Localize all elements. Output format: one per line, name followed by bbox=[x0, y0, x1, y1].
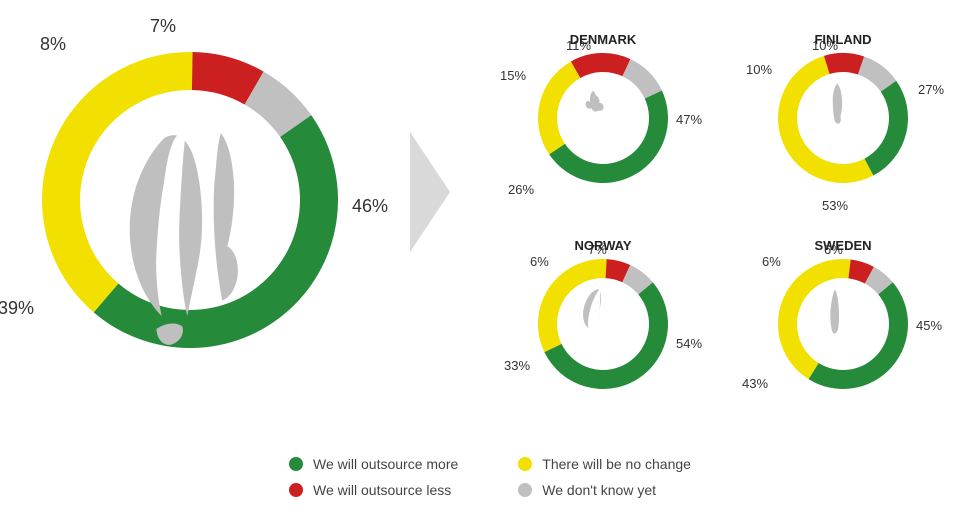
pct-label-dk: 7% bbox=[150, 16, 176, 37]
chart-title: SWEDEN bbox=[814, 238, 871, 253]
legend-item-more: We will outsource more bbox=[289, 456, 458, 472]
sweden-map-icon bbox=[830, 290, 839, 334]
norway-map-icon bbox=[583, 289, 601, 328]
legend-dot-less bbox=[289, 483, 303, 497]
denmark-map-icon bbox=[586, 91, 604, 112]
donut-segment-less bbox=[824, 53, 864, 75]
chart-title: FINLAND bbox=[814, 32, 871, 47]
pct-label-nochg: 33% bbox=[504, 358, 530, 373]
chart-title: DENMARK bbox=[570, 32, 636, 47]
donut-segment-more bbox=[864, 81, 908, 176]
pct-label-less: 6% bbox=[762, 254, 781, 269]
donut-segment-nochg bbox=[778, 259, 851, 379]
donut-segment-dk bbox=[622, 59, 661, 98]
legend-label-less: We will outsource less bbox=[313, 482, 451, 498]
donut-segment-more bbox=[549, 91, 668, 183]
legend-dot-more bbox=[289, 457, 303, 471]
legend-label-nochg: There will be no change bbox=[542, 456, 691, 472]
donut-segment-nochg bbox=[538, 61, 580, 154]
pct-label-nochg: 53% bbox=[822, 198, 848, 213]
pct-label-more: 45% bbox=[916, 318, 942, 333]
pct-label-more: 46% bbox=[352, 196, 388, 217]
pct-label-more: 54% bbox=[676, 336, 702, 351]
pct-label-less: 8% bbox=[40, 34, 66, 55]
legend-item-less: We will outsource less bbox=[289, 482, 458, 498]
donut-segment-nochg bbox=[778, 56, 873, 183]
donut-segment-nochg bbox=[42, 52, 193, 312]
legend-label-dk: We don't know yet bbox=[542, 482, 656, 498]
legend-item-nochg: There will be no change bbox=[518, 456, 691, 472]
donut-segment-nochg bbox=[538, 259, 607, 352]
finland-map-icon bbox=[833, 84, 842, 124]
pct-label-nochg: 26% bbox=[508, 182, 534, 197]
pct-label-nochg: 43% bbox=[742, 376, 768, 391]
pct-label-more: 47% bbox=[676, 112, 702, 127]
legend-dot-nochg bbox=[518, 457, 532, 471]
legend-dot-dk bbox=[518, 483, 532, 497]
legend-item-dk: We don't know yet bbox=[518, 482, 691, 498]
donut-segment-less bbox=[571, 53, 631, 78]
legend-label-more: We will outsource more bbox=[313, 456, 458, 472]
legend: We will outsource more We will outsource… bbox=[0, 456, 980, 498]
pct-label-less: 15% bbox=[500, 68, 526, 83]
pct-label-less: 10% bbox=[746, 62, 772, 77]
pct-label-nochg: 39% bbox=[0, 298, 34, 319]
arrow-icon bbox=[410, 132, 450, 252]
chart-title: NORWAY bbox=[574, 238, 631, 253]
pct-label-more: 27% bbox=[918, 82, 944, 97]
donut-segment-more bbox=[809, 282, 908, 389]
pct-label-less: 6% bbox=[530, 254, 549, 269]
